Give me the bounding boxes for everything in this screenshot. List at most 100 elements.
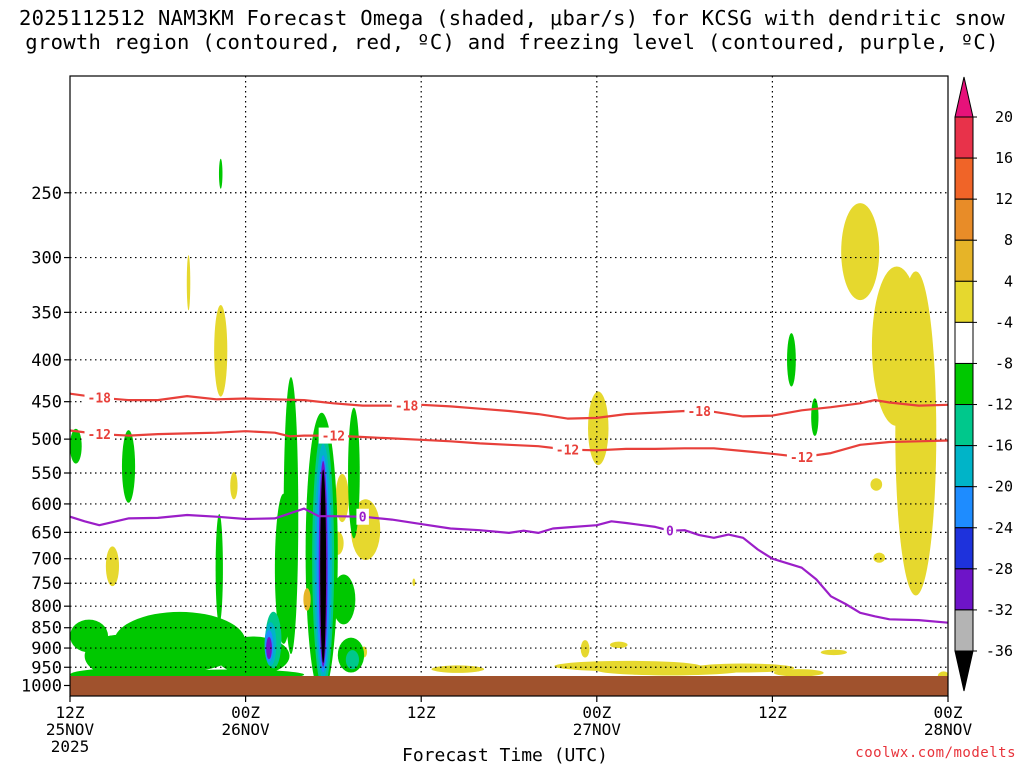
omega-region-36 [348,407,360,539]
y-tick-label-550: 550 [31,464,62,484]
contour-label-bg-dgz-minus-18-1 [391,397,422,414]
ground-terrain [70,676,948,696]
contour-label-dgz-minus-18-1: -18 [395,400,419,415]
colorbar-swatch-3 [954,239,974,282]
omega-region-4 [214,304,228,397]
omega-region-11 [580,640,590,658]
y-tick-label-650: 650 [31,523,62,543]
colorbar-label-4: 4 [1004,272,1013,290]
colorbar-swatch-1 [954,157,974,200]
contour-label-bg-dgz-minus-18-2 [684,403,714,420]
omega-region-41 [839,12,843,56]
omega-region-3 [230,471,238,500]
x-tick-label-60-0: 00Z [934,703,963,722]
y-tick-label-1000: 1000 [21,676,62,696]
omega-region-31 [70,428,82,464]
omega-region-43 [811,398,819,437]
y-tick-label-400: 400 [31,351,62,371]
colorbar-label-7: -12 [986,396,1013,414]
y-tick-label-900: 900 [31,639,62,659]
contour-label-bg-freezing-level-0-0 [356,508,369,525]
x-tick-label-0-2: 2025 [51,737,90,756]
omega-region-27 [70,619,109,653]
omega-region-38 [331,574,356,625]
contour-freezing-level-0 [70,507,948,624]
colorbar-swatch-2 [954,198,974,241]
omega-region-14 [820,649,848,656]
omega-region-40 [218,158,223,189]
colorbar-label-2: 12 [995,190,1013,208]
y-tick-label-800: 800 [31,597,62,617]
credit-label: coolwx.com/modelts [855,745,1016,761]
contour-label-bg-dgz-minus-12-0 [84,426,115,443]
colorbar-label-5: -4 [995,313,1013,331]
omega-region-17 [841,203,880,301]
contour-label-freezing-level-0-1: 0 [666,525,674,540]
colorbar-label-6: -8 [995,354,1013,372]
omega-shading [70,12,948,695]
colorbar-swatch-9 [954,486,974,529]
omega-region-0 [335,473,349,523]
chart-title: 2025112512 NAM3KM Forecast Omega (shaded… [0,6,1024,54]
y-tick-label-250: 250 [31,184,62,204]
x-tick-label-48-0: 12Z [758,703,787,722]
contour-label-bg-dgz-minus-12-1 [318,427,349,444]
omega-region-18 [870,478,883,491]
x-tick-label-0-0: 12Z [56,703,85,722]
y-tick-label-500: 500 [31,430,62,450]
contour-label-bg-dgz-minus-12-3 [786,449,817,466]
omega-region-32 [121,430,136,503]
plot-frame [69,75,949,697]
contour-label-dgz-minus-12-3: -12 [790,451,813,466]
omega-region-12 [609,641,628,649]
colorbar-label-8: -16 [986,437,1013,455]
x-tick-label-12-1: 26NOV [222,720,271,739]
colorbar-label-12: -32 [986,601,1013,619]
colorbar-swatch-10 [954,527,974,570]
y-tick-label-750: 750 [31,574,62,594]
omega-region-9 [596,665,744,676]
colorbar-label-1: 16 [995,149,1013,167]
x-tick-label-60-1: 28NOV [924,720,973,739]
contour-label-bg-freezing-level-0-1 [663,522,677,539]
colorbar-swatch-11 [954,568,974,611]
colorbar-label-13: -36 [986,642,1013,660]
temperature-contours: -18 -18 -18 -12 -12 -12 -12 0 0 [70,389,948,624]
y-axis: 2503003504004505005506006507007508008509… [21,184,70,696]
contour-label-freezing-level-0-0: 0 [359,511,367,526]
omega-region-2 [105,546,120,587]
contour-label-bg-dgz-minus-18-0 [84,389,115,406]
colorbar-swatch-0 [954,116,974,159]
contour-dgz-minus-18 [70,392,948,420]
contour-label-dgz-minus-12-1: -12 [322,430,345,445]
omega-region-52 [266,636,272,660]
colorbar-label-11: -28 [986,560,1013,578]
y-tick-label-950: 950 [31,658,62,678]
x-axis-label: Forecast Time (UTC) [402,745,608,766]
x-tick-label-0-1: 25NOV [46,720,95,739]
y-tick-label-450: 450 [31,393,62,413]
colorbar-swatch-7 [954,404,974,447]
x-tick-label-24-0: 12Z [407,703,436,722]
contour-label-dgz-minus-18-2: -18 [687,405,711,420]
colorbar-swatch-5 [954,321,974,364]
omega-region-53 [320,469,327,664]
chart-title-line-2: growth region (contoured, red, ºC) and f… [25,30,999,54]
x-tick-label-12-0: 00Z [231,703,260,722]
colorbar-bottom-arrow [954,650,974,692]
y-tick-label-350: 350 [31,303,62,323]
plot-area [70,76,948,696]
y-tick-label-850: 850 [31,619,62,639]
x-tick-label-36-0: 00Z [582,703,611,722]
colorbar-label-3: 8 [1004,231,1013,249]
contour-label-dgz-minus-12-0: -12 [88,428,111,443]
colorbar-swatch-13 [954,609,974,652]
colorbar-swatch-6 [954,362,974,406]
colorbar-label-0: 20 [995,108,1013,126]
contour-label-dgz-minus-12-2: -12 [556,444,579,459]
omega-region-35 [274,493,293,644]
omega-region-46 [345,650,360,670]
omega-region-6 [588,391,609,466]
